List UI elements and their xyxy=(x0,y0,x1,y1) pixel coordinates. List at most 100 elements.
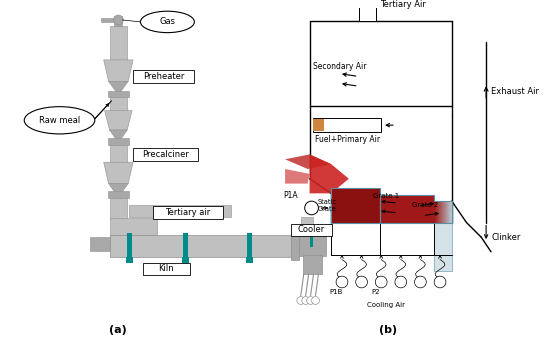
Bar xyxy=(445,201,446,222)
Text: Static
Grate: Static Grate xyxy=(317,199,337,211)
Text: Secondary Air: Secondary Air xyxy=(312,62,366,71)
Bar xyxy=(116,95,122,105)
Bar xyxy=(435,201,436,222)
Circle shape xyxy=(356,276,367,288)
Circle shape xyxy=(305,201,318,215)
Text: Gas: Gas xyxy=(160,17,175,26)
Bar xyxy=(448,201,449,222)
Bar xyxy=(448,201,449,222)
Bar xyxy=(310,233,312,247)
Polygon shape xyxy=(109,130,127,143)
Text: Raw meal: Raw meal xyxy=(39,116,80,125)
Polygon shape xyxy=(104,111,132,130)
Circle shape xyxy=(395,276,406,288)
Bar xyxy=(109,198,127,220)
Bar xyxy=(446,201,447,222)
Bar xyxy=(90,237,109,251)
Circle shape xyxy=(302,297,310,304)
Circle shape xyxy=(375,276,387,288)
Bar xyxy=(434,201,435,222)
Bar xyxy=(114,16,122,26)
Text: Grate 1: Grate 1 xyxy=(373,193,399,199)
Bar xyxy=(116,143,122,151)
Bar xyxy=(441,201,442,222)
Bar xyxy=(434,201,452,271)
Bar xyxy=(443,201,444,222)
Bar xyxy=(109,235,291,257)
Bar xyxy=(437,201,438,222)
Text: Tertiary air: Tertiary air xyxy=(166,208,211,217)
Circle shape xyxy=(113,15,123,25)
Bar xyxy=(129,205,231,217)
Text: Fuel+Primary Air: Fuel+Primary Air xyxy=(315,135,379,144)
Bar xyxy=(331,189,380,222)
Bar xyxy=(441,201,442,222)
Ellipse shape xyxy=(24,107,95,134)
Bar xyxy=(133,147,198,161)
Bar xyxy=(444,201,446,222)
Text: Cooling Air: Cooling Air xyxy=(367,302,405,308)
Bar xyxy=(299,230,326,256)
Bar xyxy=(438,201,439,222)
Bar xyxy=(440,201,441,222)
Bar xyxy=(449,201,450,222)
Bar xyxy=(108,91,129,97)
Bar xyxy=(247,233,252,258)
Polygon shape xyxy=(103,60,133,81)
Bar xyxy=(182,257,189,263)
Text: (b): (b) xyxy=(379,325,397,335)
Text: Clinker: Clinker xyxy=(491,233,520,242)
Bar xyxy=(133,70,194,83)
Bar xyxy=(437,201,438,222)
Text: P1A: P1A xyxy=(283,191,298,200)
Circle shape xyxy=(336,276,348,288)
Bar xyxy=(447,201,448,222)
Bar xyxy=(439,201,440,222)
Bar xyxy=(301,217,312,230)
Bar xyxy=(451,201,452,222)
Circle shape xyxy=(297,297,305,304)
Text: Preheater: Preheater xyxy=(143,72,184,81)
Text: Kiln: Kiln xyxy=(158,264,174,273)
Bar xyxy=(446,201,447,222)
Bar xyxy=(127,233,132,258)
Text: Cooler: Cooler xyxy=(298,225,325,234)
Text: Grate 2: Grate 2 xyxy=(412,202,438,208)
Polygon shape xyxy=(285,169,310,184)
Text: Precalciner: Precalciner xyxy=(142,150,189,159)
Bar xyxy=(108,138,129,145)
Bar xyxy=(312,119,324,131)
Bar xyxy=(380,195,434,222)
Bar xyxy=(449,201,450,222)
Text: Exhaust Air: Exhaust Air xyxy=(491,86,539,95)
Bar xyxy=(312,118,381,132)
Bar xyxy=(443,201,444,222)
Text: (a): (a) xyxy=(109,325,127,335)
Bar xyxy=(116,197,122,205)
Polygon shape xyxy=(108,184,128,197)
Bar xyxy=(291,224,332,236)
Polygon shape xyxy=(103,162,133,184)
Bar xyxy=(109,145,127,162)
Bar xyxy=(442,201,443,222)
Polygon shape xyxy=(285,154,331,169)
Bar xyxy=(109,26,127,60)
Bar xyxy=(126,257,133,263)
Bar xyxy=(108,191,129,198)
Bar xyxy=(436,201,437,222)
Bar xyxy=(246,257,252,263)
Bar xyxy=(143,263,190,275)
Polygon shape xyxy=(310,154,349,193)
Bar xyxy=(434,201,436,222)
Bar xyxy=(450,201,452,222)
Circle shape xyxy=(415,276,426,288)
Bar xyxy=(439,201,441,222)
Text: Tertiary Air: Tertiary Air xyxy=(380,0,426,9)
Bar xyxy=(450,201,451,222)
Circle shape xyxy=(307,297,315,304)
Bar xyxy=(438,201,439,222)
Text: P2: P2 xyxy=(371,289,379,295)
Bar xyxy=(442,201,443,222)
Circle shape xyxy=(434,276,446,288)
Ellipse shape xyxy=(140,11,194,33)
